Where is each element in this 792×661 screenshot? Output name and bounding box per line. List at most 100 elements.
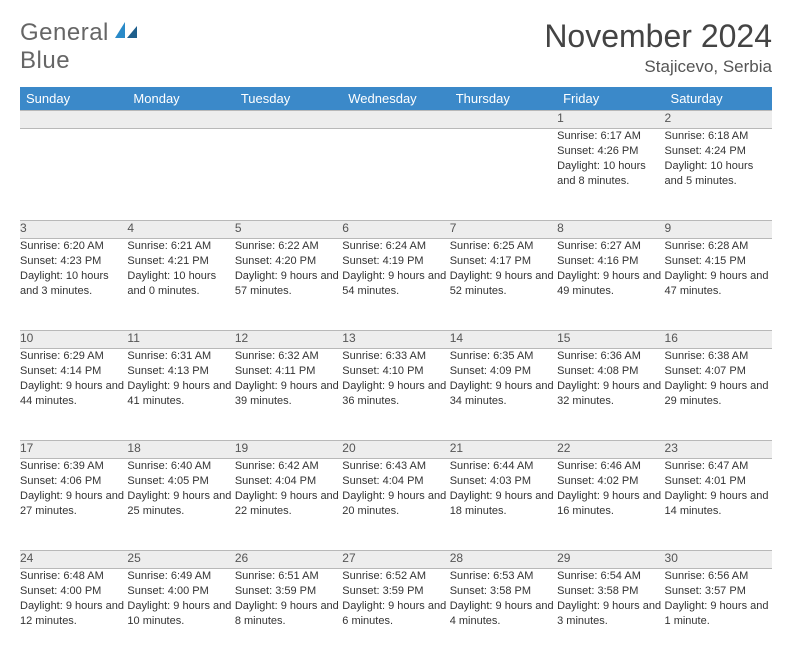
daylight-text: Daylight: 9 hours and 27 minutes. bbox=[20, 489, 127, 519]
day-content-cell: Sunrise: 6:27 AMSunset: 4:16 PMDaylight:… bbox=[557, 239, 664, 331]
day-number-cell: 23 bbox=[665, 441, 772, 459]
day-content-cell: Sunrise: 6:39 AMSunset: 4:06 PMDaylight:… bbox=[20, 459, 127, 551]
day-content-cell bbox=[127, 129, 234, 221]
day-number-cell: 13 bbox=[342, 331, 449, 349]
day-number-cell: 29 bbox=[557, 551, 664, 569]
sunset-text: Sunset: 4:08 PM bbox=[557, 364, 664, 379]
daylight-text: Daylight: 9 hours and 22 minutes. bbox=[235, 489, 342, 519]
weekday-header: Sunday bbox=[20, 87, 127, 111]
daylight-text: Daylight: 9 hours and 12 minutes. bbox=[20, 599, 127, 629]
sunrise-text: Sunrise: 6:49 AM bbox=[127, 569, 234, 584]
weekday-header-row: SundayMondayTuesdayWednesdayThursdayFrid… bbox=[20, 87, 772, 111]
day-content-cell: Sunrise: 6:35 AMSunset: 4:09 PMDaylight:… bbox=[450, 349, 557, 441]
sunrise-text: Sunrise: 6:54 AM bbox=[557, 569, 664, 584]
daylight-text: Daylight: 9 hours and 49 minutes. bbox=[557, 269, 664, 299]
day-content-cell: Sunrise: 6:47 AMSunset: 4:01 PMDaylight:… bbox=[665, 459, 772, 551]
sunset-text: Sunset: 4:03 PM bbox=[450, 474, 557, 489]
daylight-text: Daylight: 9 hours and 54 minutes. bbox=[342, 269, 449, 299]
day-number-cell: 14 bbox=[450, 331, 557, 349]
sunset-text: Sunset: 4:07 PM bbox=[665, 364, 772, 379]
day-content-cell: Sunrise: 6:52 AMSunset: 3:59 PMDaylight:… bbox=[342, 569, 449, 661]
page-title: November 2024 bbox=[544, 18, 772, 55]
sunrise-text: Sunrise: 6:28 AM bbox=[665, 239, 772, 254]
logo-main: General bbox=[20, 19, 109, 46]
day-number-cell: 2 bbox=[665, 111, 772, 129]
sunrise-text: Sunrise: 6:36 AM bbox=[557, 349, 664, 364]
daylight-text: Daylight: 9 hours and 14 minutes. bbox=[665, 489, 772, 519]
logo-accent: Blue bbox=[20, 47, 70, 74]
day-number-cell bbox=[127, 111, 234, 129]
day-number-cell: 30 bbox=[665, 551, 772, 569]
title-block: November 2024 Stajicevo, Serbia bbox=[544, 18, 772, 77]
daylight-text: Daylight: 9 hours and 10 minutes. bbox=[127, 599, 234, 629]
day-number-cell: 11 bbox=[127, 331, 234, 349]
day-number-cell: 10 bbox=[20, 331, 127, 349]
day-number-cell: 5 bbox=[235, 221, 342, 239]
daylight-text: Daylight: 9 hours and 34 minutes. bbox=[450, 379, 557, 409]
header: General Blue November 2024 Stajicevo, Se… bbox=[20, 18, 772, 77]
day-content-row: Sunrise: 6:48 AMSunset: 4:00 PMDaylight:… bbox=[20, 569, 772, 661]
daylight-text: Daylight: 9 hours and 25 minutes. bbox=[127, 489, 234, 519]
weekday-header: Tuesday bbox=[235, 87, 342, 111]
sunrise-text: Sunrise: 6:18 AM bbox=[665, 129, 772, 144]
day-number-cell bbox=[450, 111, 557, 129]
day-content-cell: Sunrise: 6:36 AMSunset: 4:08 PMDaylight:… bbox=[557, 349, 664, 441]
day-number-cell: 22 bbox=[557, 441, 664, 459]
day-content-cell: Sunrise: 6:56 AMSunset: 3:57 PMDaylight:… bbox=[665, 569, 772, 661]
day-content-cell: Sunrise: 6:44 AMSunset: 4:03 PMDaylight:… bbox=[450, 459, 557, 551]
day-number-cell bbox=[342, 111, 449, 129]
logo-text-block: General Blue bbox=[20, 18, 139, 75]
day-number-cell: 7 bbox=[450, 221, 557, 239]
day-number-cell: 17 bbox=[20, 441, 127, 459]
day-content-row: Sunrise: 6:17 AMSunset: 4:26 PMDaylight:… bbox=[20, 129, 772, 221]
sunset-text: Sunset: 4:24 PM bbox=[665, 144, 772, 159]
sunrise-text: Sunrise: 6:43 AM bbox=[342, 459, 449, 474]
day-number-cell: 12 bbox=[235, 331, 342, 349]
sunrise-text: Sunrise: 6:24 AM bbox=[342, 239, 449, 254]
sunrise-text: Sunrise: 6:35 AM bbox=[450, 349, 557, 364]
sunset-text: Sunset: 4:14 PM bbox=[20, 364, 127, 379]
daylight-text: Daylight: 9 hours and 52 minutes. bbox=[450, 269, 557, 299]
day-content-cell: Sunrise: 6:25 AMSunset: 4:17 PMDaylight:… bbox=[450, 239, 557, 331]
day-number-cell: 6 bbox=[342, 221, 449, 239]
day-content-cell bbox=[342, 129, 449, 221]
sunrise-text: Sunrise: 6:51 AM bbox=[235, 569, 342, 584]
daylight-text: Daylight: 10 hours and 3 minutes. bbox=[20, 269, 127, 299]
sunset-text: Sunset: 4:13 PM bbox=[127, 364, 234, 379]
day-number-cell: 26 bbox=[235, 551, 342, 569]
day-number-cell: 19 bbox=[235, 441, 342, 459]
calendar-table: SundayMondayTuesdayWednesdayThursdayFrid… bbox=[20, 87, 772, 661]
sunset-text: Sunset: 4:04 PM bbox=[342, 474, 449, 489]
sail-icon bbox=[115, 22, 139, 40]
sunset-text: Sunset: 4:09 PM bbox=[450, 364, 557, 379]
day-content-row: Sunrise: 6:20 AMSunset: 4:23 PMDaylight:… bbox=[20, 239, 772, 331]
day-number-row: 12 bbox=[20, 111, 772, 129]
sunset-text: Sunset: 4:26 PM bbox=[557, 144, 664, 159]
daylight-text: Daylight: 9 hours and 6 minutes. bbox=[342, 599, 449, 629]
sunrise-text: Sunrise: 6:42 AM bbox=[235, 459, 342, 474]
day-content-cell: Sunrise: 6:43 AMSunset: 4:04 PMDaylight:… bbox=[342, 459, 449, 551]
day-content-cell: Sunrise: 6:49 AMSunset: 4:00 PMDaylight:… bbox=[127, 569, 234, 661]
sunset-text: Sunset: 4:21 PM bbox=[127, 254, 234, 269]
sunset-text: Sunset: 4:19 PM bbox=[342, 254, 449, 269]
day-number-cell: 27 bbox=[342, 551, 449, 569]
day-number-cell bbox=[20, 111, 127, 129]
day-number-cell: 16 bbox=[665, 331, 772, 349]
day-number-cell: 18 bbox=[127, 441, 234, 459]
daylight-text: Daylight: 9 hours and 29 minutes. bbox=[665, 379, 772, 409]
sunrise-text: Sunrise: 6:44 AM bbox=[450, 459, 557, 474]
sunset-text: Sunset: 4:00 PM bbox=[20, 584, 127, 599]
daylight-text: Daylight: 9 hours and 16 minutes. bbox=[557, 489, 664, 519]
sunrise-text: Sunrise: 6:48 AM bbox=[20, 569, 127, 584]
sunset-text: Sunset: 3:58 PM bbox=[450, 584, 557, 599]
day-content-cell: Sunrise: 6:38 AMSunset: 4:07 PMDaylight:… bbox=[665, 349, 772, 441]
day-content-row: Sunrise: 6:29 AMSunset: 4:14 PMDaylight:… bbox=[20, 349, 772, 441]
weekday-header: Saturday bbox=[665, 87, 772, 111]
daylight-text: Daylight: 9 hours and 3 minutes. bbox=[557, 599, 664, 629]
day-content-cell: Sunrise: 6:51 AMSunset: 3:59 PMDaylight:… bbox=[235, 569, 342, 661]
day-content-cell: Sunrise: 6:46 AMSunset: 4:02 PMDaylight:… bbox=[557, 459, 664, 551]
sunset-text: Sunset: 4:10 PM bbox=[342, 364, 449, 379]
daylight-text: Daylight: 9 hours and 32 minutes. bbox=[557, 379, 664, 409]
sunrise-text: Sunrise: 6:31 AM bbox=[127, 349, 234, 364]
daylight-text: Daylight: 9 hours and 20 minutes. bbox=[342, 489, 449, 519]
